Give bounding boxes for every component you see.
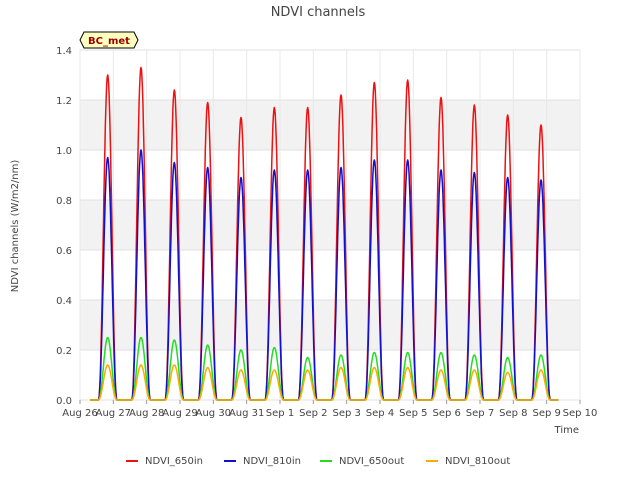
x-tick-label: Sep 3 [332, 408, 360, 419]
badge-box [79, 31, 139, 49]
legend-label: NDVI_810in [243, 456, 301, 467]
legend-item: NDVI_650in [126, 456, 203, 467]
series-line-ndvi-810out [90, 364, 559, 401]
series-line-ndvi-810in [90, 149, 559, 401]
x-tick-label: Sep 4 [366, 408, 394, 419]
y-axis: 0.0 0.2 0.4 0.6 0.8 1.0 1.2 1.4 [56, 46, 72, 407]
legend-item: NDVI_650out [320, 456, 404, 467]
x-tick-label: Aug 27 [96, 408, 131, 419]
legend-item: NDVI_810in [224, 456, 301, 467]
chart-title: NDVI channels [271, 5, 366, 20]
badge-text: BC_met [88, 36, 130, 47]
x-tick-label: Sep 8 [499, 408, 527, 419]
x-axis-label: Time [554, 425, 579, 436]
legend-label: NDVI_650out [339, 456, 404, 467]
x-tick-label: Sep 2 [299, 408, 327, 419]
series-lines [90, 66, 559, 401]
x-tick-label: Sep 6 [432, 408, 460, 419]
y-tick-label: 0.0 [56, 396, 72, 407]
plot-bands [80, 100, 580, 350]
x-tick-label: Aug 30 [196, 408, 231, 419]
x-tick-label: Aug 31 [229, 408, 264, 419]
y-tick-label: 0.2 [56, 346, 72, 357]
y-tick-label: 1.2 [56, 96, 72, 107]
x-tick-label: Sep 9 [532, 408, 560, 419]
x-tick-label: Sep 5 [399, 408, 427, 419]
x-tick-label: Aug 26 [62, 408, 97, 419]
y-tick-label: 1.4 [56, 46, 72, 57]
plot-band [80, 100, 580, 150]
plot-band [80, 200, 580, 250]
plot-band [80, 300, 580, 350]
legend-label: NDVI_810out [445, 456, 510, 467]
legend: NDVI_650in NDVI_810in NDVI_650out NDVI_810o… [126, 456, 510, 467]
y-tick-label: 0.6 [56, 246, 72, 257]
legend-item: NDVI_810out [426, 456, 510, 467]
y-tick-label: 1.0 [56, 146, 72, 157]
y-tick-label: 0.4 [56, 296, 72, 307]
x-tick-label: Sep 7 [466, 408, 494, 419]
legend-label: NDVI_650in [145, 456, 203, 467]
y-axis-label: NDVI channels (W/m2/nm) [10, 160, 21, 293]
x-tick-label: Aug 29 [162, 408, 197, 419]
x-tick-label: Sep 10 [563, 408, 598, 419]
y-tick-label: 0.8 [56, 196, 72, 207]
site-badge: BC_met [79, 31, 139, 49]
x-tick-label: Sep 1 [266, 408, 294, 419]
x-tick-label: Aug 28 [129, 408, 164, 419]
